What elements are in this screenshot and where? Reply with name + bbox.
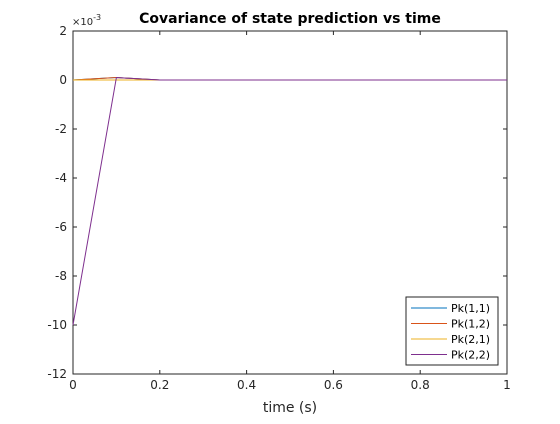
y-exponent-power: -3: [93, 13, 101, 22]
y-exponent-label: ×10-3: [72, 13, 101, 28]
x-tick-label: 1: [503, 378, 511, 392]
x-tick-label: 0.6: [324, 378, 343, 392]
y-tick-label: -12: [47, 367, 67, 381]
x-tick-label: 0.8: [411, 378, 430, 392]
legend-label: Pk(2,2): [451, 349, 490, 362]
y-tick-label: 0: [59, 73, 67, 87]
x-tick-label: 0: [69, 378, 77, 392]
y-tick-label: -10: [47, 318, 67, 332]
plot-area: 0 0.2 0.4 0.6 0.8 120-2-4-6-8-10-12Pk(1,1)Pk(…: [47, 24, 510, 392]
y-tick-label: 2: [59, 24, 67, 38]
x-axis-label: time (s): [263, 400, 317, 416]
chart-title: Covariance of state prediction vs time: [139, 11, 441, 27]
legend-label: Pk(2,1): [451, 333, 490, 346]
y-exponent-base: ×10: [72, 17, 93, 28]
y-tick-label: -4: [55, 171, 67, 185]
legend: Pk(1,1) Pk(1,2) Pk(2,1) Pk(2,2): [405, 296, 499, 366]
y-tick-label: -6: [55, 220, 67, 234]
legend-label: Pk(1,1): [451, 302, 490, 315]
series-line-4: [72, 77, 507, 326]
x-tick-label: 0.4: [237, 378, 256, 392]
y-tick-label: -2: [55, 122, 67, 136]
legend-label: Pk(1,2): [451, 318, 490, 331]
x-tick-label: 0.2: [150, 378, 169, 392]
y-tick-label: -8: [55, 269, 67, 283]
